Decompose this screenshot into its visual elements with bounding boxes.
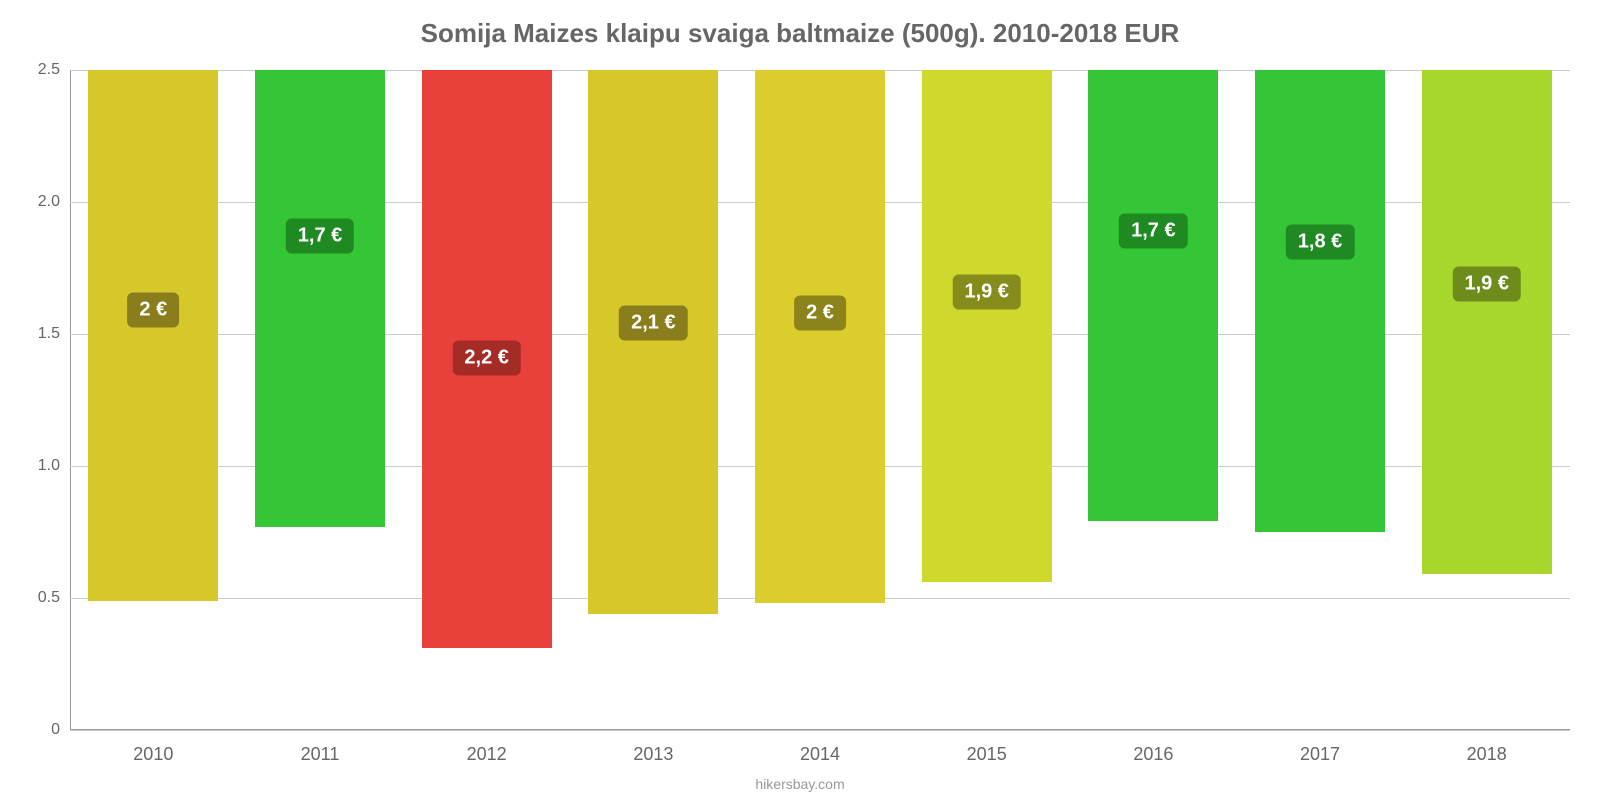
bar: 2 € xyxy=(88,70,218,601)
x-tick-label: 2010 xyxy=(133,744,173,765)
chart-title: Somija Maizes klaipu svaiga baltmaize (5… xyxy=(0,0,1600,49)
bar: 2 € xyxy=(755,70,885,603)
value-badge: 2,1 € xyxy=(619,306,687,341)
y-tick-label: 2.0 xyxy=(38,193,60,211)
bar: 2,1 € xyxy=(588,70,718,614)
x-tick-label: 2012 xyxy=(467,744,507,765)
bar-slot: 1,9 €2018 xyxy=(1403,70,1570,730)
bar-slot: 1,7 €2011 xyxy=(237,70,404,730)
x-tick-label: 2013 xyxy=(633,744,673,765)
gridline xyxy=(70,730,1570,731)
bar-slot: 1,8 €2017 xyxy=(1237,70,1404,730)
bar: 2,2 € xyxy=(422,70,552,648)
x-tick-label: 2011 xyxy=(301,744,340,765)
bar: 1,8 € xyxy=(1255,70,1385,532)
bar: 1,9 € xyxy=(922,70,1052,582)
bar-slot: 2,1 €2013 xyxy=(570,70,737,730)
value-badge: 1,8 € xyxy=(1286,224,1354,259)
x-tick-label: 2015 xyxy=(967,744,1007,765)
x-tick-label: 2014 xyxy=(800,744,840,765)
bar: 1,9 € xyxy=(1422,70,1552,574)
value-badge: 1,9 € xyxy=(1452,266,1520,301)
bars-container: 2 €20101,7 €20112,2 €20122,1 €20132 €201… xyxy=(70,70,1570,730)
y-tick-label: 1.0 xyxy=(38,457,60,475)
value-badge: 1,7 € xyxy=(1119,214,1187,249)
bar-slot: 2 €2010 xyxy=(70,70,237,730)
y-tick-label: 2.5 xyxy=(38,61,60,79)
value-badge: 1,7 € xyxy=(286,219,354,254)
value-badge: 2 € xyxy=(127,293,179,328)
value-badge: 2 € xyxy=(794,295,846,330)
x-tick-label: 2016 xyxy=(1133,744,1173,765)
bar-slot: 1,7 €2016 xyxy=(1070,70,1237,730)
value-badge: 1,9 € xyxy=(952,274,1020,309)
chart-footer: hikersbay.com xyxy=(0,776,1600,792)
plot-area: 00.51.01.52.02.5 2 €20101,7 €20112,2 €20… xyxy=(70,70,1570,730)
bar-slot: 2 €2014 xyxy=(737,70,904,730)
x-tick-label: 2018 xyxy=(1467,744,1507,765)
y-tick-label: 1.5 xyxy=(38,325,60,343)
bar: 1,7 € xyxy=(255,70,385,527)
value-badge: 2,2 € xyxy=(452,340,520,375)
bar-slot: 1,9 €2015 xyxy=(903,70,1070,730)
y-tick-label: 0 xyxy=(51,721,60,739)
bar-slot: 2,2 €2012 xyxy=(403,70,570,730)
x-tick-label: 2017 xyxy=(1300,744,1340,765)
y-tick-label: 0.5 xyxy=(38,589,60,607)
bar-chart: Somija Maizes klaipu svaiga baltmaize (5… xyxy=(0,0,1600,800)
bar: 1,7 € xyxy=(1088,70,1218,521)
